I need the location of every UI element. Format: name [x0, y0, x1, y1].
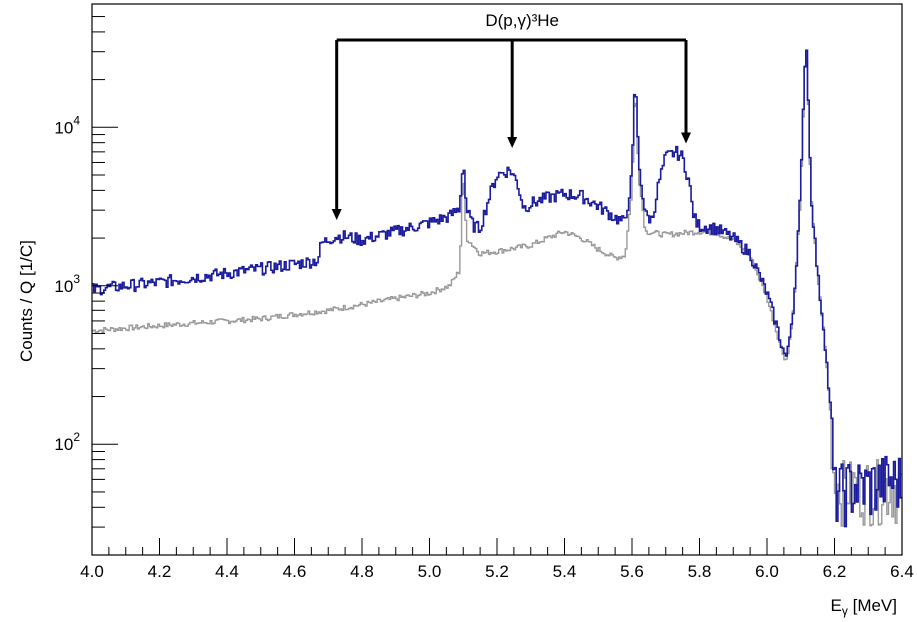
series-line-grey: [92, 58, 902, 527]
annotation-arrow-head: [507, 137, 518, 149]
x-tick-label: 6.4: [890, 562, 914, 581]
series-line-blue: [92, 49, 902, 528]
y-tick-label: 103: [54, 272, 80, 296]
annotation-arrow-head: [331, 209, 342, 221]
series-layer: [92, 49, 902, 528]
annotation-arrow-head: [681, 132, 691, 144]
x-tick-label: 4.4: [215, 562, 239, 581]
y-axis-title: Counts / Q [1/C]: [17, 240, 36, 362]
y-tick-label: 102: [54, 430, 80, 454]
x-tick-label: 5.8: [688, 562, 712, 581]
y-tick-label: 104: [54, 113, 80, 137]
x-tick-label: 5.6: [620, 562, 644, 581]
x-tick-label: 5.2: [485, 562, 509, 581]
x-tick-label: 4.8: [350, 562, 374, 581]
x-tick-label: 6.2: [823, 562, 847, 581]
x-tick-label: 6.0: [755, 562, 779, 581]
x-tick-label: 4.6: [283, 562, 307, 581]
x-tick-label: 5.0: [418, 562, 442, 581]
x-tick-label: 4.0: [80, 562, 104, 581]
tick-layer: 4.0 4.2 4.4 4.6 4.8 5.0 5.2 5.4 5.6 5.8 6.0 6.2 6.4 1…: [54, 3, 914, 581]
annotation-label: D(p,γ)³He: [485, 11, 559, 30]
x-tick-label: 5.4: [553, 562, 577, 581]
x-tick-label: 4.2: [148, 562, 172, 581]
annotation-layer: D(p,γ)³He: [331, 11, 691, 221]
x-axis-title: Eγ [MeV]: [831, 596, 897, 618]
